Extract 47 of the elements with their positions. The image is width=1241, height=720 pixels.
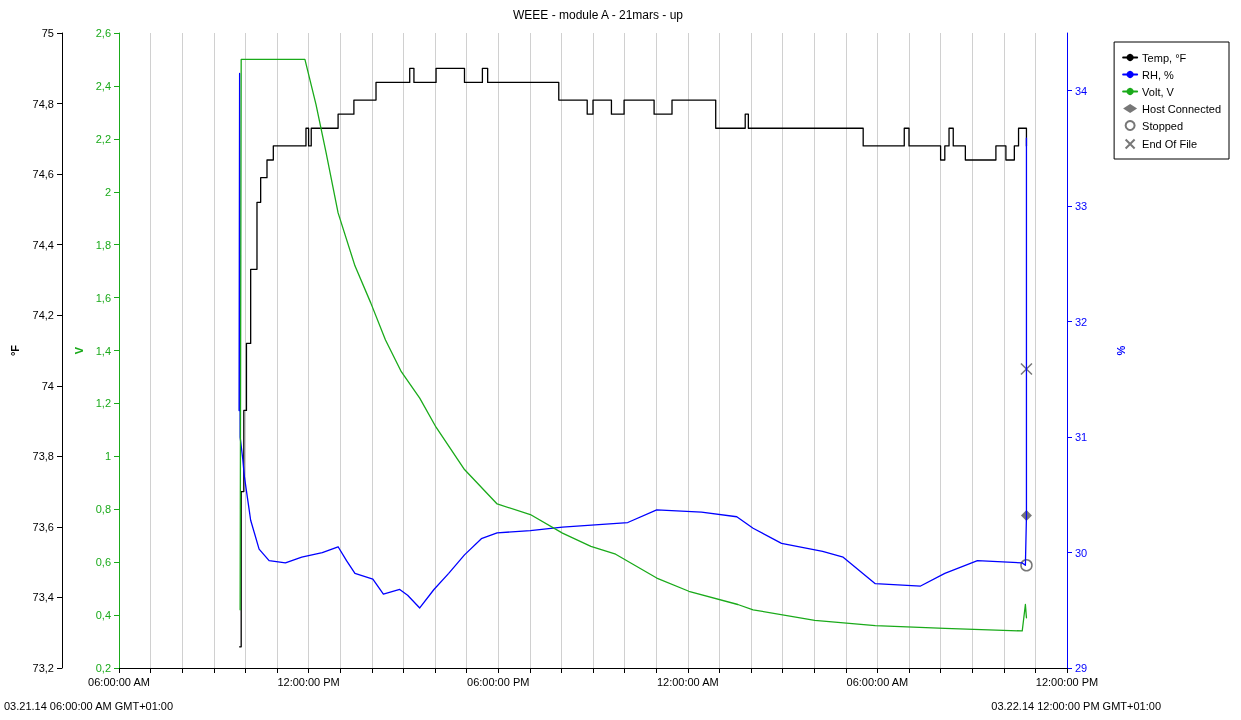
chart-title: WEEE - module A - 21mars - up [512, 8, 684, 22]
legend-label: Volt, V [1142, 85, 1175, 98]
y2-tick-label: 1,4 [95, 344, 111, 357]
y3-tick-label: 34 [1075, 84, 1088, 97]
y-tick-label: 74 [41, 379, 54, 392]
x-tick-label: 06:00:00 PM [467, 675, 530, 688]
y-tick-label: 73,2 [32, 662, 54, 674]
x-tick-label: 06:00:00 AM [88, 675, 150, 688]
y-tick-label: 75 [41, 27, 54, 39]
y3-tick-label: 32 [1075, 315, 1088, 328]
y-tick-label: 73,6 [32, 520, 54, 533]
y2-tick-label: 0,4 [95, 609, 111, 622]
y3-tick-label: 29 [1075, 662, 1088, 674]
legend-label: Stopped [1142, 119, 1184, 132]
legend-label: Temp, °F [1142, 51, 1187, 64]
x-tick-label: 06:00:00 AM [846, 675, 909, 688]
y3-tick-label: 30 [1075, 546, 1088, 559]
y-tick-label: 74,2 [32, 309, 54, 322]
y2-tick-label: 2,6 [95, 27, 111, 39]
x-tick-label: 12:00:00 PM [277, 675, 340, 688]
y2-tick-label: 0,2 [95, 662, 111, 674]
y2-axis-title: V [73, 346, 86, 355]
text: 03.21.14 06:00:00 AM GMT+01:00 [4, 699, 174, 712]
y2-tick-label: 1,2 [95, 397, 111, 410]
y-tick-label: 74,8 [32, 97, 54, 110]
y-tick-label: 74,6 [32, 168, 54, 181]
y2-tick-label: 0,8 [95, 503, 111, 516]
y-axis-title: °F [8, 344, 21, 357]
y-tick-label: 74,4 [32, 238, 54, 251]
text: 03.22.14 12:00:00 PM GMT+01:00 [991, 699, 1162, 712]
y3-axis-title: % [1114, 345, 1127, 356]
x-tick-label: 12:00:00 PM [1035, 675, 1099, 688]
legend-label: RH, % [1142, 68, 1175, 81]
y2-tick-label: 2,2 [95, 132, 111, 145]
y2-tick-label: 1,8 [95, 238, 111, 251]
y2-tick-label: 2 [104, 185, 111, 198]
y-tick-label: 73,8 [32, 450, 54, 463]
y-tick-label: 73,4 [32, 591, 54, 604]
x-tick-label: 12:00:00 AM [656, 675, 719, 688]
y2-tick-label: 1,6 [95, 291, 111, 304]
y3-tick-label: 33 [1075, 200, 1088, 213]
y2-tick-label: 2,4 [95, 79, 111, 92]
legend-label: End Of File [1142, 138, 1198, 150]
y3-tick-label: 31 [1075, 431, 1088, 444]
y2-tick-label: 0,6 [95, 556, 111, 569]
legend-label: Host Connected [1142, 102, 1222, 115]
y2-tick-label: 1 [104, 450, 111, 463]
